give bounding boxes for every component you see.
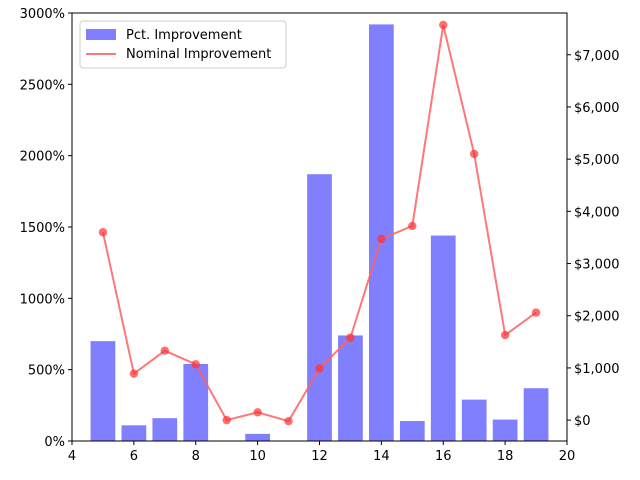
line-point-x18 bbox=[500, 330, 510, 340]
right-tick-label: $0 bbox=[574, 414, 591, 429]
line-point-x8 bbox=[191, 360, 200, 369]
bar-x19 bbox=[523, 388, 549, 441]
left-tick-label: 3000% bbox=[20, 7, 65, 22]
bar-x17 bbox=[461, 399, 487, 441]
x-tick-label: 18 bbox=[497, 449, 514, 464]
right-tick-label: $7,000 bbox=[574, 49, 620, 64]
line-point-x6 bbox=[129, 369, 139, 378]
bar-x15 bbox=[399, 421, 425, 441]
left-tick-label: 1000% bbox=[20, 292, 65, 307]
x-tick-label: 20 bbox=[559, 449, 576, 464]
bar-x14 bbox=[369, 24, 394, 442]
bar-x6 bbox=[121, 425, 147, 441]
bar-x10 bbox=[245, 433, 270, 441]
line-point-x14 bbox=[377, 234, 386, 244]
line-point-x12 bbox=[315, 364, 324, 373]
bar-x8 bbox=[183, 363, 209, 441]
line-point-x15 bbox=[408, 221, 417, 231]
legend-label-nominal-improvement: Nominal Improvement bbox=[126, 47, 271, 62]
legend-bar-swatch bbox=[86, 29, 116, 40]
bar-x16 bbox=[430, 235, 456, 441]
x-tick-label: 10 bbox=[249, 449, 266, 464]
line-point-x5 bbox=[98, 228, 108, 237]
right-tick-label: $6,000 bbox=[574, 101, 620, 116]
x-tick-label: 14 bbox=[373, 449, 390, 464]
line-point-x19 bbox=[531, 308, 541, 317]
bar-x12 bbox=[307, 174, 332, 442]
line-point-x9 bbox=[222, 415, 231, 425]
legend: Pct. Improvement Nominal Improvement bbox=[79, 20, 287, 69]
x-tick-label: 12 bbox=[311, 449, 328, 464]
x-tick-label: 4 bbox=[68, 449, 76, 464]
legend-box bbox=[79, 20, 287, 69]
bars-layer bbox=[90, 24, 549, 442]
line-point-x10 bbox=[253, 408, 262, 417]
left-tick-label: 2000% bbox=[20, 150, 65, 165]
line-layer bbox=[98, 20, 541, 426]
line-point-x11 bbox=[284, 416, 293, 426]
line-point-x16 bbox=[439, 20, 448, 30]
line-point-x17 bbox=[469, 149, 479, 159]
left-tick-label: 500% bbox=[28, 364, 65, 379]
left-y-axis: 0% 500% 1000% 1500% 2000% 2500% 3000% bbox=[20, 7, 72, 450]
x-axis: 4 6 8 10 12 14 16 18 20 bbox=[68, 441, 575, 464]
legend-label-pct-improvement: Pct. Improvement bbox=[126, 28, 242, 43]
left-tick-label: 0% bbox=[44, 435, 65, 450]
left-tick-label: 1500% bbox=[20, 221, 65, 236]
right-tick-label: $5,000 bbox=[574, 153, 620, 168]
bar-x5 bbox=[90, 341, 116, 441]
right-y-axis: $0 $1,000 $2,000 $3,000 $4,000 $5,000 $6,000 $7… bbox=[567, 49, 620, 429]
right-tick-label: $4,000 bbox=[574, 205, 620, 220]
x-tick-label: 8 bbox=[192, 449, 200, 464]
left-tick-label: 2500% bbox=[20, 78, 65, 93]
bar-x7 bbox=[152, 418, 178, 441]
line-point-x7 bbox=[160, 346, 170, 355]
bar-x13 bbox=[338, 335, 363, 441]
right-tick-label: $1,000 bbox=[574, 362, 620, 377]
x-tick-label: 16 bbox=[435, 449, 452, 464]
right-tick-label: $3,000 bbox=[574, 258, 620, 273]
line-point-x13 bbox=[346, 333, 355, 342]
bar-x18 bbox=[492, 419, 518, 441]
right-tick-label: $2,000 bbox=[574, 310, 620, 325]
x-tick-label: 6 bbox=[130, 449, 138, 464]
